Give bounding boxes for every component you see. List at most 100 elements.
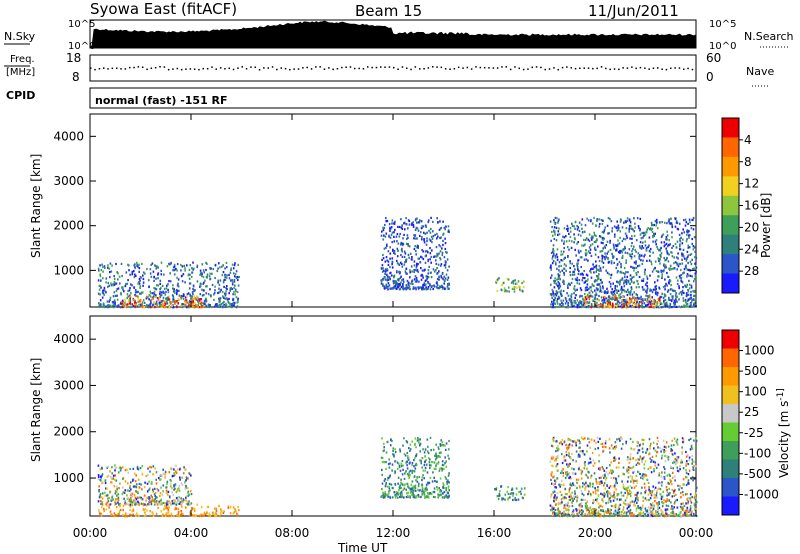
echo-cell: [578, 295, 581, 298]
echo-cell: [185, 301, 187, 304]
echo-cell: [642, 443, 644, 446]
echo-cell: [556, 267, 558, 270]
echo-cell: [137, 501, 140, 504]
echo-cell: [584, 286, 587, 289]
echo-cell: [686, 238, 688, 241]
echo-cell: [424, 250, 427, 253]
echo-cell: [434, 496, 436, 499]
echo-cell: [577, 226, 580, 229]
echo-cell: [550, 264, 552, 267]
echo-cell: [619, 279, 621, 282]
echo-cell: [203, 514, 205, 517]
echo-cell: [111, 496, 113, 499]
echo-cell: [685, 509, 687, 512]
echo-cell: [401, 473, 404, 476]
echo-cell: [550, 478, 552, 481]
echo-cell: [646, 449, 648, 452]
echo-cell: [223, 278, 226, 282]
echo-cell: [573, 304, 576, 307]
echo-cell: [648, 488, 650, 491]
freq-point: [388, 66, 391, 68]
echo-cell: [235, 270, 238, 273]
echo-cell: [208, 275, 211, 278]
echo-cell: [633, 486, 636, 489]
echo-cell: [552, 255, 554, 258]
echo-cell: [573, 285, 576, 288]
echo-cell: [677, 279, 679, 282]
echo-cell: [169, 301, 171, 304]
echo-cell: [630, 491, 633, 494]
echo-cell: [563, 240, 566, 243]
echo-cell: [395, 281, 397, 284]
echo-cell: [552, 304, 554, 307]
echo-cell: [193, 294, 195, 298]
echo-cell: [626, 275, 629, 278]
echo-cell: [110, 513, 112, 516]
echo-cell: [652, 288, 655, 291]
echo-cell: [444, 476, 447, 479]
colorbar-segment: [722, 273, 739, 294]
cpid-text: normal (fast) -151 RF: [95, 94, 228, 107]
echo-cell: [552, 483, 555, 486]
freq-point: [180, 68, 183, 71]
echo-cell: [397, 496, 399, 499]
echo-cell: [427, 260, 429, 263]
echo-cell: [581, 295, 583, 298]
echo-cell: [114, 498, 117, 501]
echo-cell: [650, 260, 652, 263]
echo-cell: [673, 267, 676, 270]
echo-cell: [114, 464, 116, 467]
echo-cell: [416, 439, 419, 442]
echo-cell: [614, 285, 617, 288]
echo-cell: [164, 302, 167, 305]
echo-cell: [623, 289, 625, 292]
echo-cell: [581, 227, 583, 230]
echo-cell: [126, 282, 128, 285]
echo-cell: [191, 507, 194, 510]
echo-cell: [447, 454, 449, 457]
echo-cell: [689, 302, 692, 305]
echo-cell: [156, 500, 158, 503]
echo-cell: [612, 255, 615, 258]
echo-cell: [676, 469, 679, 472]
echo-cell: [204, 305, 206, 309]
echo-cell: [588, 510, 591, 513]
echo-cell: [427, 221, 430, 224]
echo-cell: [671, 236, 673, 239]
echo-cell: [143, 494, 146, 497]
echo-cell: [619, 503, 622, 506]
echo-cell: [157, 284, 160, 287]
freq-point: [687, 67, 689, 70]
echo-cell: [152, 514, 155, 517]
echo-cell: [631, 467, 633, 470]
echo-cell: [558, 305, 560, 308]
echo-cell: [582, 244, 585, 247]
echo-cell: [635, 497, 637, 500]
echo-cell: [381, 456, 384, 459]
echo-cell: [134, 480, 137, 483]
echo-cell: [589, 295, 591, 298]
echo-cell: [412, 282, 414, 286]
echo-cell: [586, 286, 588, 289]
echo-cell: [425, 459, 427, 462]
echo-cell: [436, 252, 438, 255]
freq-point: [527, 68, 529, 70]
echo-cell: [640, 237, 643, 240]
echo-cell: [666, 251, 669, 254]
echo-cell: [150, 494, 152, 497]
echo-cell: [447, 448, 450, 451]
echo-cell: [562, 289, 565, 293]
echo-cell: [567, 301, 570, 305]
echo-cell: [616, 513, 618, 516]
echo-cell: [415, 280, 418, 283]
echo-cell: [142, 305, 144, 308]
freq-point: [548, 68, 551, 70]
echo-cell: [202, 282, 204, 285]
echo-cell: [599, 437, 601, 440]
echo-cell: [415, 455, 417, 458]
echo-cell: [179, 295, 182, 298]
echo-cell: [447, 276, 450, 279]
echo-cell: [421, 256, 423, 259]
echo-cell: [563, 504, 566, 507]
echo-cell: [628, 228, 630, 231]
